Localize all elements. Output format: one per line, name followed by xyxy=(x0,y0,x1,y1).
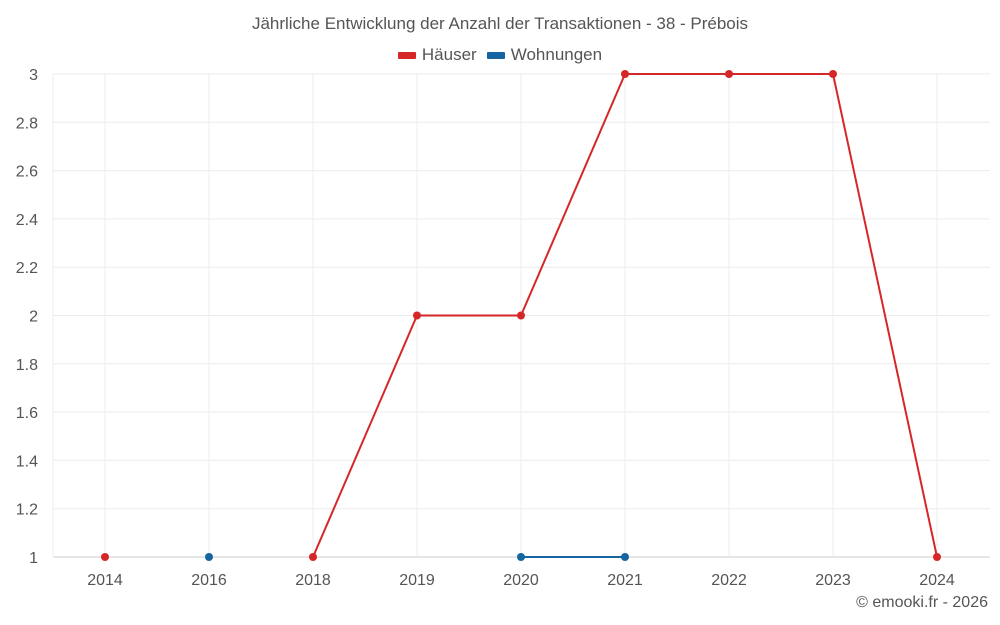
data-point-haeuser[interactable] xyxy=(309,553,317,561)
legend-item-haeuser[interactable]: Häuser xyxy=(397,45,477,65)
legend-swatch-wohnungen xyxy=(486,51,505,59)
x-tick-label: 2024 xyxy=(919,572,955,589)
x-tick-label: 2023 xyxy=(815,572,851,589)
y-tick-label: 1.4 xyxy=(16,453,38,470)
data-point-haeuser[interactable] xyxy=(517,311,525,320)
y-tick-label: 2.4 xyxy=(16,212,38,229)
data-point-haeuser[interactable] xyxy=(101,553,109,561)
y-tick-label: 2.8 xyxy=(16,115,38,132)
data-point-haeuser[interactable] xyxy=(725,70,733,78)
y-tick-label: 1 xyxy=(29,550,38,567)
data-point-wohnungen[interactable] xyxy=(621,553,629,561)
x-tick-label: 2021 xyxy=(607,572,643,589)
legend-swatch-haeuser xyxy=(397,51,416,59)
y-tick-label: 2.2 xyxy=(16,260,38,277)
y-tick-label: 2 xyxy=(29,309,38,326)
legend-label-haeuser: Häuser xyxy=(421,45,477,64)
x-tick-label: 2014 xyxy=(87,572,123,589)
data-point-wohnungen[interactable] xyxy=(517,553,525,561)
x-tick-label: 2020 xyxy=(503,572,539,589)
data-point-haeuser[interactable] xyxy=(413,311,421,320)
y-tick-label: 3 xyxy=(29,67,38,84)
data-point-haeuser[interactable] xyxy=(829,70,837,78)
data-point-wohnungen[interactable] xyxy=(205,553,213,561)
x-tick-label: 2016 xyxy=(191,572,227,589)
data-point-haeuser[interactable] xyxy=(621,70,629,78)
legend-label-wohnungen: Wohnungen xyxy=(510,45,603,64)
legend: Häuser Wohnungen xyxy=(0,45,1000,65)
y-tick-label: 1.8 xyxy=(16,357,38,374)
credit-text: © emooki.fr - 2026 xyxy=(856,594,988,611)
y-tick-label: 2.6 xyxy=(16,164,38,181)
x-tick-label: 2018 xyxy=(295,572,331,589)
y-tick-label: 1.6 xyxy=(16,405,38,422)
x-tick-label: 2019 xyxy=(399,572,435,589)
y-tick-label: 1.2 xyxy=(16,502,38,519)
legend-item-wohnungen[interactable]: Wohnungen xyxy=(486,45,603,65)
chart-title: Jährliche Entwicklung der Anzahl der Tra… xyxy=(251,14,749,33)
data-point-haeuser[interactable] xyxy=(933,553,941,561)
x-tick-label: 2022 xyxy=(711,572,747,589)
